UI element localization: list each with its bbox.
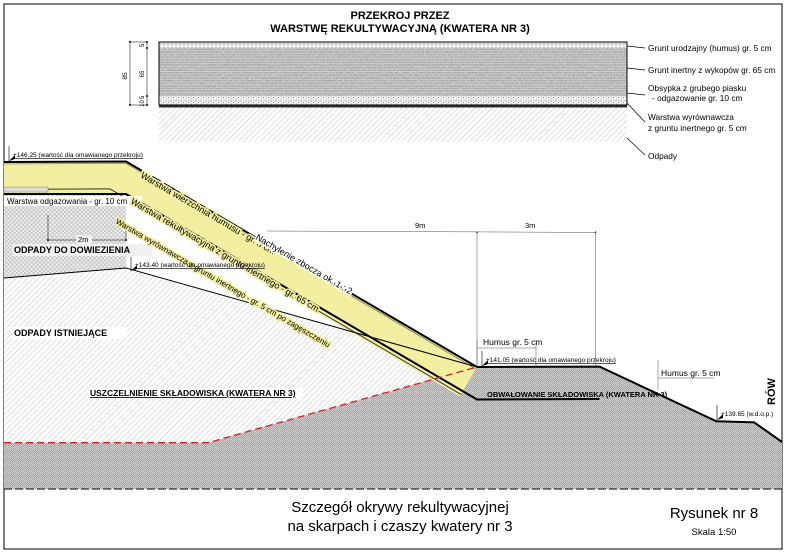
- svg-text:+146.25 (wartość dla omawianeg: +146.25 (wartość dla omawianego przekroj…: [13, 152, 143, 159]
- svg-text:RÓW: RÓW: [765, 378, 778, 406]
- svg-text:Rysunek nr 8: Rysunek nr 8: [670, 505, 758, 522]
- svg-text:Warstwa odgazowania - gr. 10 c: Warstwa odgazowania - gr. 10 cm: [7, 197, 128, 206]
- svg-text:Warstwa wyrównawcza: Warstwa wyrównawcza: [648, 112, 734, 122]
- svg-text:Grunt urodzajny (humus) gr. 5: Grunt urodzajny (humus) gr. 5 cm: [648, 43, 772, 53]
- svg-text:Obsypka z grubego piasku: Obsypka z grubego piasku: [648, 83, 747, 93]
- svg-text:ODPADY ISTNIEJĄCE: ODPADY ISTNIEJĄCE: [14, 328, 107, 338]
- svg-text:10: 10: [140, 100, 146, 107]
- svg-text:+141.05 (wartość dla omawianeg: +141.05 (wartość dla omawianego przekroj…: [486, 357, 616, 364]
- svg-text:Odpady: Odpady: [648, 151, 678, 161]
- svg-text:+143.40 (wartość dla omawianeg: +143.40 (wartość dla omawianego przekroj…: [135, 262, 265, 269]
- svg-text:Szczegół okrywy rekultywacyjne: Szczegół okrywy rekultywacyjnej: [291, 499, 509, 516]
- svg-text:2m: 2m: [78, 235, 88, 244]
- svg-text:Grunt inertny z wykopów gr. 65: Grunt inertny z wykopów gr. 65 cm: [648, 65, 775, 75]
- svg-text:5: 5: [140, 43, 146, 47]
- svg-text:Humus gr. 5 cm: Humus gr. 5 cm: [661, 368, 721, 378]
- svg-text:z gruntu inertnego gr. 5 cm: z gruntu inertnego gr. 5 cm: [648, 123, 747, 133]
- svg-text:+139.65 (w.d.o.p.): +139.65 (w.d.o.p.): [721, 411, 773, 418]
- svg-text:Humus gr. 5 cm: Humus gr. 5 cm: [483, 337, 543, 347]
- svg-text:3m: 3m: [525, 221, 535, 230]
- svg-text:USZCZELNIENIE SKŁADOWISKA (KWA: USZCZELNIENIE SKŁADOWISKA (KWATERA NR 3): [90, 388, 296, 398]
- svg-text:PRZEKROJ PRZEZ: PRZEKROJ PRZEZ: [350, 10, 449, 22]
- svg-text:- odgazowanie gr. 10 cm: - odgazowanie gr. 10 cm: [652, 93, 742, 103]
- svg-text:ODPADY DO DOWIEZIENIA: ODPADY DO DOWIEZIENIA: [14, 245, 131, 255]
- svg-text:WARSTWĘ REKULTYWACYJNĄ (KWATER: WARSTWĘ REKULTYWACYJNĄ (KWATERA NR 3): [270, 23, 530, 35]
- svg-text:9m: 9m: [415, 221, 425, 230]
- svg-text:OBWAŁOWANIE SKŁADOWISKA (KWATE: OBWAŁOWANIE SKŁADOWISKA (KWATERA NR 3): [487, 390, 668, 399]
- svg-text:5: 5: [140, 95, 146, 99]
- svg-text:na skarpach i czaszy kwatery n: na skarpach i czaszy kwatery nr 3: [287, 518, 512, 535]
- svg-text:85: 85: [122, 72, 129, 80]
- svg-text:Skala 1:50: Skala 1:50: [692, 527, 737, 538]
- svg-text:65: 65: [140, 70, 146, 77]
